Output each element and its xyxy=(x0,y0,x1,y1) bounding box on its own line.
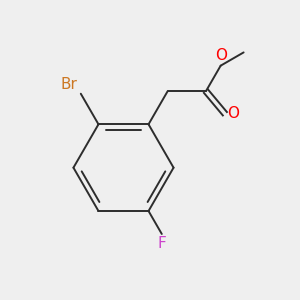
Text: O: O xyxy=(215,48,227,63)
Text: Br: Br xyxy=(61,77,78,92)
Text: O: O xyxy=(227,106,239,121)
Text: F: F xyxy=(158,236,166,251)
